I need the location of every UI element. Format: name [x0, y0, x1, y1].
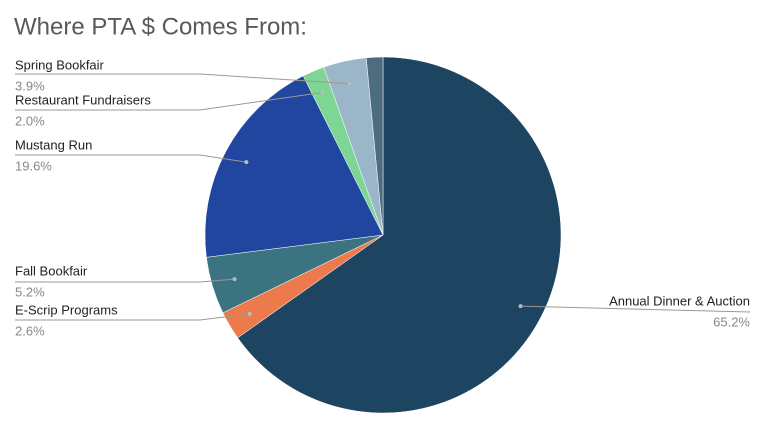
- slice-label: Mustang Run: [15, 137, 92, 152]
- leader-dot: [347, 81, 352, 86]
- slice-value-label: 19.6%: [15, 158, 52, 173]
- leader-line: [15, 278, 235, 283]
- slice-value-label: 2.6%: [15, 323, 45, 338]
- slice-value-label: 5.2%: [15, 284, 45, 299]
- chart-title: Where PTA $ Comes From:: [14, 13, 307, 40]
- slice-label: Restaurant Fundraisers: [15, 92, 151, 107]
- leader-line: [15, 91, 323, 111]
- pie-slice: [204, 75, 384, 258]
- slice-label: Annual Dinner & Auction: [609, 293, 750, 308]
- leader-dot: [320, 90, 325, 95]
- leader-dot: [518, 304, 523, 309]
- leader-dot: [247, 311, 252, 316]
- slice-label: Spring Bookfair: [15, 57, 105, 72]
- slice-label: Fall Bookfair: [15, 263, 88, 278]
- slice-value-label: 2.0%: [15, 113, 45, 128]
- leader-line: [520, 305, 751, 313]
- pie-slice: [237, 56, 562, 414]
- leader-line: [15, 154, 247, 163]
- slice-value-label: 3.9%: [15, 78, 45, 93]
- leader-line: [15, 73, 350, 85]
- slice-label: E-Scrip Programs: [15, 302, 118, 317]
- leader-dot: [244, 160, 249, 165]
- slice-value-label: 65.2%: [713, 314, 750, 329]
- pie-slice: [365, 56, 384, 236]
- leader-line: [15, 313, 250, 321]
- leader-dot: [232, 277, 237, 282]
